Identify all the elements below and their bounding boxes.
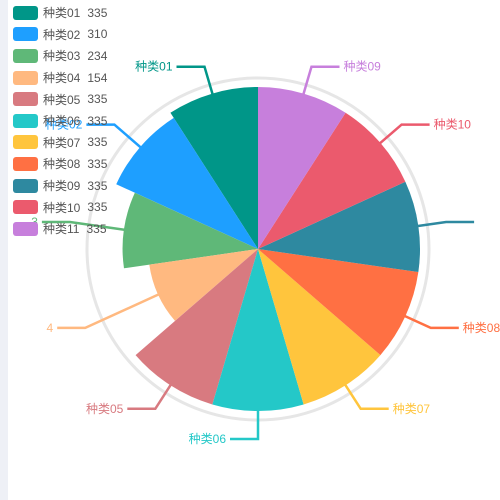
label-line-种类11 (301, 65, 340, 98)
slice-label-种类10: 种类10 (434, 118, 472, 132)
pie-slice-种类02[interactable] (116, 117, 259, 250)
legend-swatch (13, 48, 38, 63)
legend-swatch (13, 113, 38, 128)
pie-slice-种类07[interactable] (258, 249, 381, 405)
legend-item-种类05[interactable]: 种类05 335 (13, 88, 107, 110)
legend-swatch (13, 92, 38, 107)
legend-swatch (13, 70, 38, 85)
slice-label-种类05: 种类05 (86, 402, 124, 416)
slice-label-种类06: 种类06 (189, 432, 227, 446)
slice-label-种类07: 种类07 (393, 402, 431, 416)
slice-label-种类08: 种类08 (463, 321, 500, 335)
slice-label-种类04: 4 (47, 321, 54, 335)
legend-name: 种类02 (43, 27, 81, 42)
legend-item-种类10[interactable]: 种类10 335 (13, 196, 107, 218)
pie-slice-种类04[interactable] (149, 249, 258, 321)
pie-slice-种类09[interactable] (258, 181, 420, 273)
legend-name: 种类09 (43, 179, 81, 194)
legend-swatch (13, 27, 38, 42)
legend-item-种类02[interactable]: 种类02 310 (13, 24, 107, 46)
label-line-种类03 (41, 220, 129, 232)
chart-legend: 种类01 335 种类02 310 种类03 234 种类04 154 种类05 335 种类06 3… (13, 2, 107, 240)
legend-value: 335 (86, 221, 107, 236)
legend-value: 335 (87, 92, 108, 107)
legend-name: 种类03 (43, 49, 81, 64)
pie-slice-种类03[interactable] (122, 192, 259, 269)
legend-name: 种类01 (43, 6, 81, 21)
legend-name: 种类11 (43, 222, 80, 237)
pie-slice-种类01[interactable] (170, 87, 258, 249)
legend-item-种类01[interactable]: 种类01 335 (13, 2, 107, 24)
label-line-种类05 (127, 381, 174, 411)
legend-swatch (13, 178, 38, 193)
pie-slice-种类11[interactable] (258, 87, 346, 249)
legend-value: 154 (87, 70, 108, 85)
legend-item-种类03[interactable]: 种类03 234 (13, 45, 107, 67)
label-line-种类10 (376, 123, 430, 147)
legend-value: 335 (87, 113, 108, 128)
legend-name: 种类10 (43, 200, 81, 215)
label-line-种类04 (57, 291, 163, 330)
legend-swatch (13, 221, 38, 236)
label-line-种类06 (230, 407, 260, 441)
legend-value: 335 (87, 135, 108, 150)
legend-name: 种类07 (43, 135, 81, 150)
legend-value: 335 (87, 200, 108, 215)
legend-name: 种类04 (43, 71, 81, 86)
legend-value: 234 (87, 48, 108, 63)
legend-name: 种类06 (43, 114, 81, 129)
legend-swatch (13, 156, 38, 171)
left-edge-strip (0, 0, 8, 500)
legend-item-种类08[interactable]: 种类08 335 (13, 153, 107, 175)
label-line-种类07 (342, 381, 389, 411)
legend-item-种类11[interactable]: 种类11 335 (13, 218, 107, 240)
label-line-种类09 (414, 220, 475, 228)
legend-swatch (13, 135, 38, 150)
legend-value: 335 (87, 5, 108, 20)
legend-value: 335 (87, 156, 108, 171)
label-line-种类01 (176, 65, 215, 98)
legend-item-种类06[interactable]: 种类06 335 (13, 110, 107, 132)
label-line-种类02 (86, 123, 145, 151)
pie-slice-种类06[interactable] (212, 249, 304, 412)
pie-slice-种类08[interactable] (258, 249, 419, 356)
slice-label-种类11: 种类09 (344, 60, 382, 74)
pie-slice-种类05[interactable] (135, 249, 258, 405)
legend-item-种类04[interactable]: 种类04 154 (13, 67, 107, 89)
legend-name: 种类05 (43, 92, 81, 107)
pie-slice-种类10[interactable] (258, 112, 406, 249)
legend-value: 310 (87, 27, 108, 42)
slice-label-种类02: 种类02 (45, 118, 83, 132)
legend-item-种类09[interactable]: 种类09 335 (13, 175, 107, 197)
label-line-种类08 (401, 313, 459, 330)
legend-name: 种类08 (43, 157, 81, 172)
legend-swatch (13, 5, 38, 20)
legend-swatch (13, 200, 38, 215)
legend-item-种类07[interactable]: 种类07 335 (13, 132, 107, 154)
slice-label-种类01: 种类01 (135, 60, 173, 74)
legend-value: 335 (87, 178, 108, 193)
